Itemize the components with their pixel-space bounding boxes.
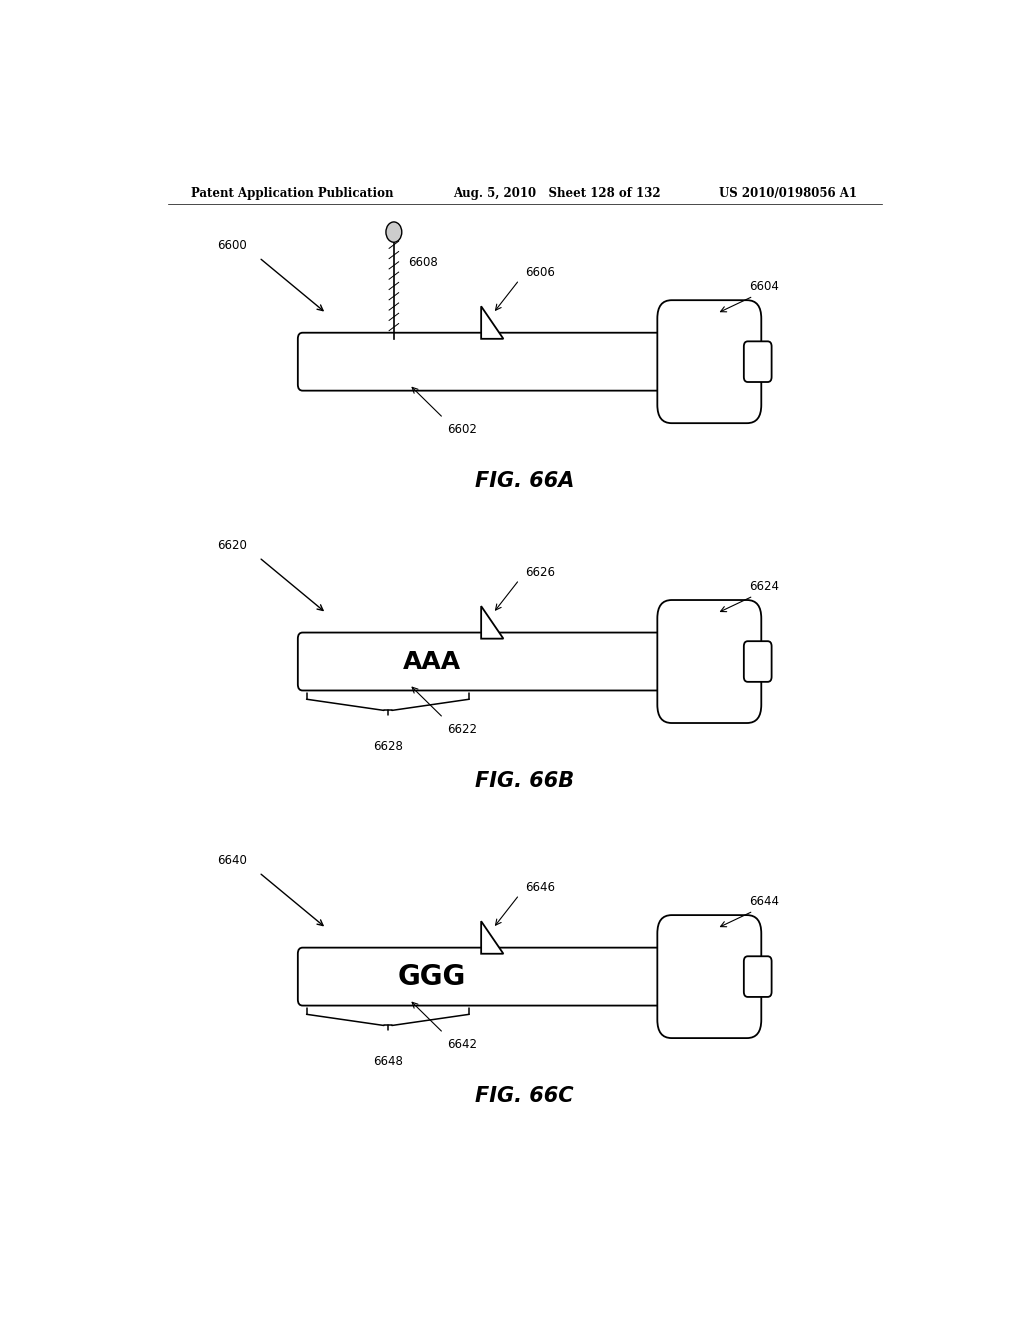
Text: 6642: 6642 xyxy=(447,1038,477,1051)
Text: 6602: 6602 xyxy=(447,424,477,436)
Text: FIG. 66A: FIG. 66A xyxy=(475,471,574,491)
Text: Patent Application Publication: Patent Application Publication xyxy=(191,187,394,201)
Polygon shape xyxy=(481,606,504,639)
Text: 6620: 6620 xyxy=(217,540,247,552)
FancyBboxPatch shape xyxy=(298,948,688,1006)
Text: 6608: 6608 xyxy=(409,256,438,269)
FancyBboxPatch shape xyxy=(298,333,688,391)
Text: FIG. 66B: FIG. 66B xyxy=(475,771,574,791)
Text: 6628: 6628 xyxy=(373,741,402,754)
Text: 6644: 6644 xyxy=(750,895,779,908)
FancyBboxPatch shape xyxy=(657,300,761,424)
FancyBboxPatch shape xyxy=(743,342,772,381)
Text: AAA: AAA xyxy=(403,649,461,673)
FancyBboxPatch shape xyxy=(743,642,772,682)
Text: Aug. 5, 2010   Sheet 128 of 132: Aug. 5, 2010 Sheet 128 of 132 xyxy=(454,187,662,201)
Text: 6646: 6646 xyxy=(524,882,555,894)
Text: 6626: 6626 xyxy=(524,566,555,579)
Text: 6640: 6640 xyxy=(217,854,247,867)
Text: 6606: 6606 xyxy=(524,267,555,280)
Text: 6622: 6622 xyxy=(447,723,477,737)
Circle shape xyxy=(386,222,401,243)
FancyBboxPatch shape xyxy=(657,601,761,723)
Text: 6648: 6648 xyxy=(373,1056,402,1068)
Text: FIG. 66C: FIG. 66C xyxy=(475,1086,574,1106)
Text: 6624: 6624 xyxy=(750,579,779,593)
FancyBboxPatch shape xyxy=(657,915,761,1038)
FancyBboxPatch shape xyxy=(743,956,772,997)
FancyBboxPatch shape xyxy=(298,632,688,690)
Polygon shape xyxy=(481,921,504,954)
Text: 6600: 6600 xyxy=(217,239,247,252)
Text: GGG: GGG xyxy=(398,962,466,990)
Polygon shape xyxy=(481,306,504,339)
Text: 6604: 6604 xyxy=(750,280,779,293)
Text: US 2010/0198056 A1: US 2010/0198056 A1 xyxy=(719,187,857,201)
